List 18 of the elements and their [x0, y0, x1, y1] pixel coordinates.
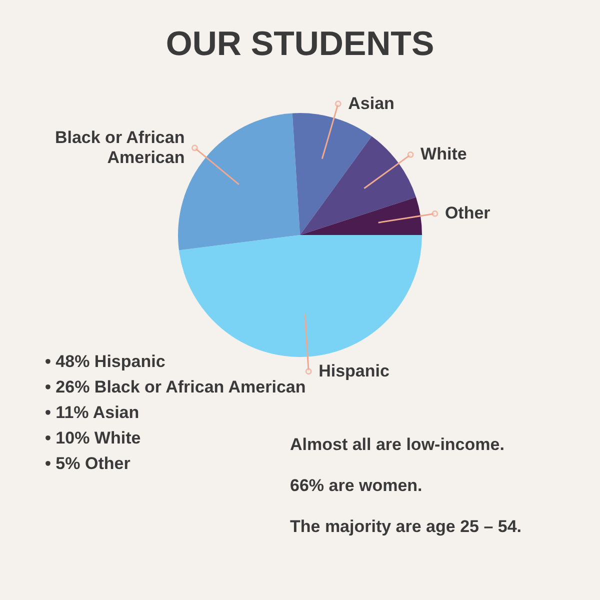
- pie-slice: [292, 113, 372, 235]
- slice-label: Hispanic: [318, 361, 390, 380]
- pie-slice: [300, 197, 422, 235]
- slice-label: Other: [444, 204, 491, 223]
- text: • 48% Hispanic: [45, 352, 166, 371]
- slice-label: Black or African American: [54, 128, 185, 167]
- text: • 5% Other: [45, 454, 131, 473]
- text: 66% are women.: [290, 476, 422, 495]
- text: Almost all are low-income.: [290, 435, 504, 454]
- text: • 10% White: [45, 428, 141, 448]
- text: • 11% Asian: [45, 403, 140, 422]
- text: The majority are age 25 – 54.: [290, 517, 522, 536]
- pie-slice: [178, 235, 422, 357]
- chart-title: OUR STUDENTS: [166, 25, 434, 63]
- pie-slice: [300, 136, 416, 235]
- text: • 26% Black or African American: [45, 378, 306, 396]
- slice-label: Asian: [348, 94, 394, 113]
- slice-label: White: [420, 144, 467, 164]
